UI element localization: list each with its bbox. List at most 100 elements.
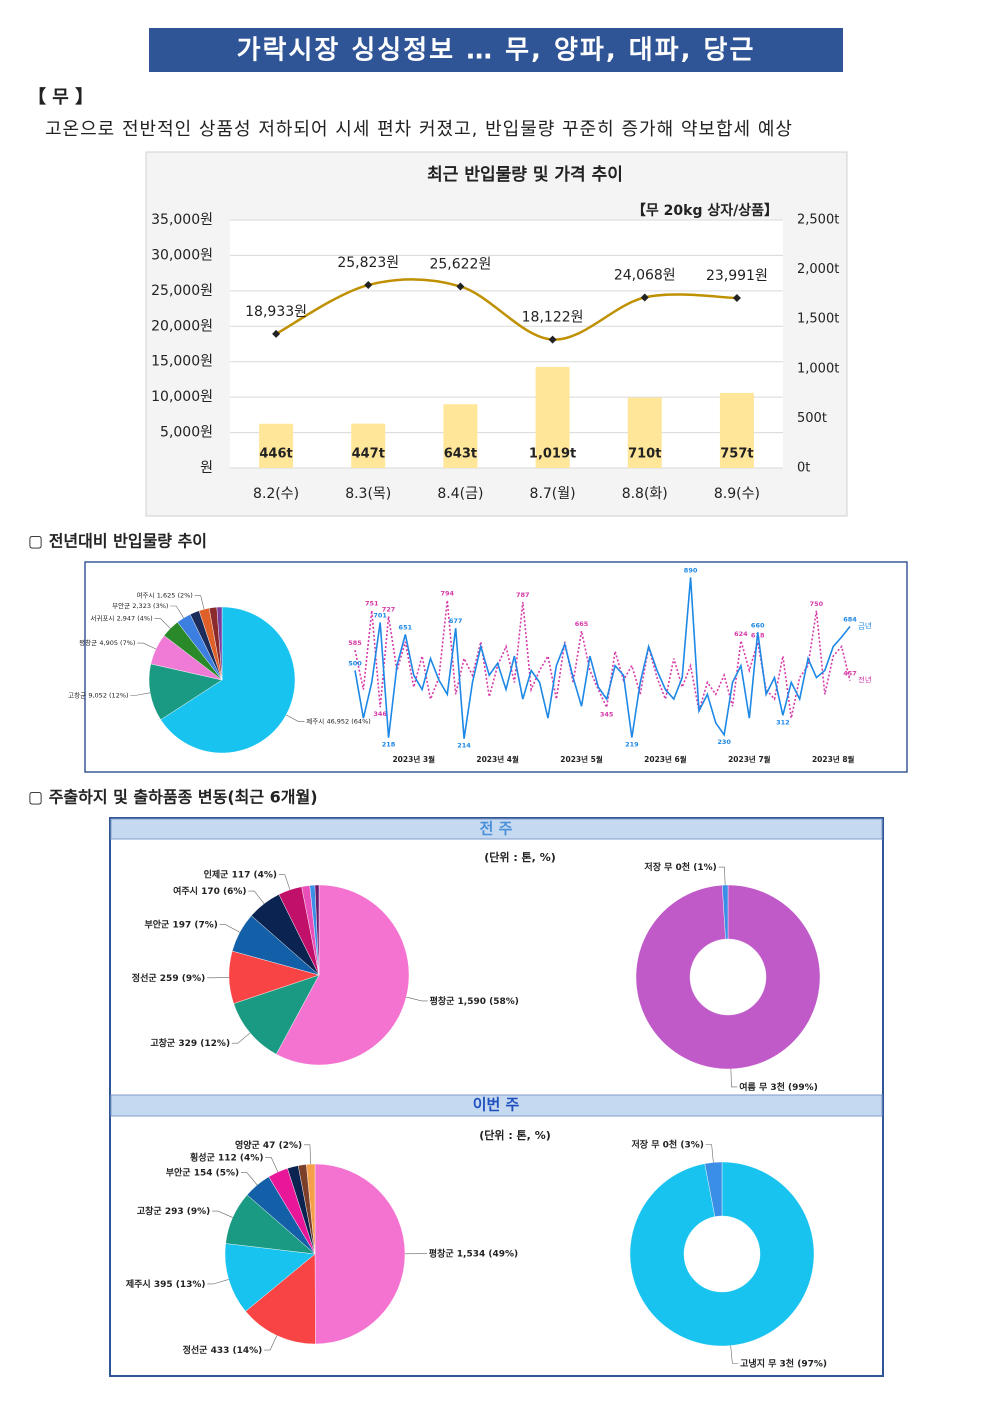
leader-line [170,605,184,619]
data-label: 665 [575,620,589,628]
slice-name: 고창군 [137,1205,163,1217]
pie-slice [314,884,320,976]
leader-line [212,1210,233,1218]
slice-label: 영양군 47 (2%) [235,1138,302,1150]
point-marker [640,293,649,302]
data-label: 457 [843,670,857,678]
slice-label: 저장 무 0천 (3%) [632,1138,704,1150]
slice-label: 저장 무 0천 (1%) [644,861,716,873]
slice-name: 여주시 [137,591,155,600]
data-label: 643t [444,447,477,462]
plot-area [230,220,783,468]
donut-segment [704,1161,723,1217]
slice-value: 197 (7%) [172,920,217,930]
section-heading: 【 무 】 [28,87,93,108]
slice-name: 고냉지 무 3천 [740,1357,794,1369]
panel-unit: (단위 : 톤, %) [484,850,556,864]
slice-label: 고창군 329 (12%) [150,1037,230,1049]
point-marker [272,329,281,338]
slice-label: 평창군 4,905 (7%) [79,638,135,647]
title-banner [149,28,843,72]
y-tick-label: 10,000원 [151,389,213,405]
data-label: 214 [457,742,471,750]
slice-name: 부안군 [112,601,130,610]
slice-name: 저장 무 0천 [632,1138,678,1150]
point-marker [548,335,557,344]
panel-title: 전 주 [480,820,513,838]
slice-name: 부안군 [144,919,170,930]
x-tick-label: 8.2(수) [253,486,299,502]
slice-name: 여주시 [173,885,198,897]
legend-label: 금년 [858,621,872,631]
data-label: 219 [625,740,639,748]
slice-value: 433 (14%) [211,1346,263,1356]
leader-line [303,1144,311,1165]
leader-line [240,1172,258,1186]
leader-line [137,642,157,650]
pie-slice [160,606,296,754]
data-label: 18,122원 [522,310,584,326]
slice-label: 부안군 2,323 (3%) [112,601,168,610]
leader-line [154,618,171,629]
leader-line [730,1068,738,1088]
data-label: 447t [352,447,385,462]
y2-tick-label: 500t [797,411,827,426]
slice-value: 4,905 (7%) [99,639,135,647]
slice-name: 정선군 [183,1344,209,1356]
x-tick-label: 2023년 8월 [812,754,855,764]
x-tick-label: 8.7(월) [530,486,576,502]
slice-value: 259 (9%) [160,973,205,983]
data-label: 25,823원 [337,255,399,271]
slice-value: 395 (13%) [154,1279,206,1289]
data-label: 710t [628,447,661,462]
chart-subtitle: 【무 20kg 상자/상품】 [632,203,778,219]
data-label: 500 [348,659,362,667]
data-label: 890 [684,566,698,574]
slice-value: 47 (2%) [263,1140,302,1150]
slice-name: 서귀포시 [90,614,114,623]
data-label: 24,068원 [614,267,676,283]
leader-line [278,874,291,890]
slice-value: 112 (4%) [218,1153,263,1163]
donut-segment [629,1161,815,1347]
leader-line [265,1157,279,1173]
donut-segment [722,884,729,940]
slice-value: 1,590 (58%) [458,996,519,1006]
data-label: 684 [843,616,857,624]
slice-name: 저장 무 0천 [644,861,690,873]
panel-header [110,818,883,840]
y-tick-label: 30,000원 [151,247,213,263]
data-label: 585 [348,639,362,647]
bar [259,423,294,468]
slice-value: 1,625 (2%) [157,592,193,600]
slice-value: (3%) [680,1140,704,1150]
data-label: 312 [776,718,790,726]
slice-name: 평창군 [430,994,456,1006]
section-summary: 고온으로 전반적인 상품성 저하되어 시세 편차 커졌고, 반입물량 꾸준히 증… [45,119,793,140]
slice-label: 정선군 433 (14%) [183,1344,263,1356]
slice-label: 고창군 9,052 (12%) [68,691,128,699]
slice-label: 여주시 1,625 (2%) [137,591,193,600]
slice-name: 평창군 [429,1247,455,1259]
data-label: 660 [751,621,765,629]
data-label: 346 [373,710,387,718]
slice-name: 횡성군 [190,1151,216,1163]
y2-tick-label: 2,500t [797,213,839,228]
slice-value: (99%) [788,1082,818,1092]
panel-unit: (단위 : 톤, %) [479,1128,551,1142]
data-label: 651 [399,623,413,631]
x-tick-label: 8.8(화) [622,486,668,502]
point-marker [456,282,465,291]
x-tick-label: 2023년 5월 [560,754,603,764]
donut-segment [635,884,821,1070]
slice-label: 여주시 170 (6%) [173,885,246,897]
leader-line [730,1345,739,1364]
slice-label: 여름 무 3천 (99%) [739,1080,818,1092]
data-label: 18,933원 [245,304,307,320]
x-tick-label: 8.9(수) [714,486,760,502]
slice-value: 2,947 (4%) [117,615,153,623]
slice-name: 평창군 [79,638,97,647]
data-label: 787 [516,591,530,599]
slice-name: 제주시 [126,1277,151,1289]
